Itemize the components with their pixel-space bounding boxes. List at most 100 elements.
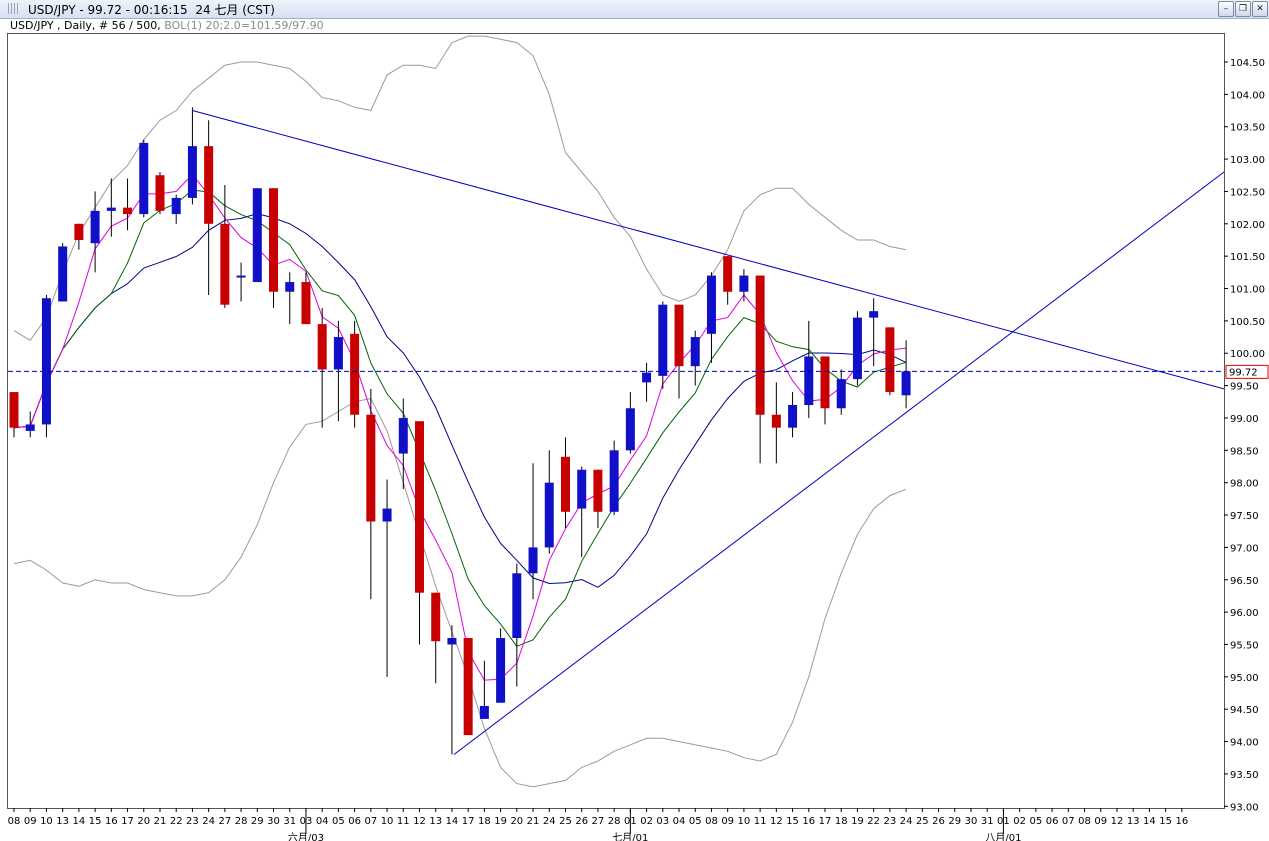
candle-body bbox=[398, 417, 408, 454]
current-price-label: 99.72 bbox=[1229, 367, 1258, 378]
candle-body bbox=[333, 337, 343, 370]
candle-body bbox=[301, 282, 311, 325]
candle-body bbox=[366, 414, 376, 522]
candle-body bbox=[171, 197, 181, 215]
x-tick-label: 18 bbox=[478, 816, 491, 827]
candle-body bbox=[593, 469, 603, 512]
y-tick-label: 96.00 bbox=[1230, 608, 1259, 619]
indicator-info: BOL(1) 20;2.0=101.59/97.90 bbox=[164, 19, 324, 32]
candle-body bbox=[674, 304, 684, 367]
y-tick-label: 104.00 bbox=[1230, 90, 1265, 101]
x-tick-label: 24 bbox=[543, 816, 556, 827]
x-tick-label: 08 bbox=[705, 816, 718, 827]
x-tick-label: 15 bbox=[1159, 816, 1172, 827]
x-tick-label: 13 bbox=[1127, 816, 1140, 827]
x-tick-label: 26 bbox=[575, 816, 588, 827]
x-tick-label: 02 bbox=[640, 816, 653, 827]
x-tick-label: 19 bbox=[494, 816, 507, 827]
candle-body bbox=[139, 142, 149, 215]
x-tick-label: 28 bbox=[608, 816, 621, 827]
x-tick-label: 05 bbox=[1029, 816, 1042, 827]
x-tick-label: 23 bbox=[884, 816, 897, 827]
candle-body bbox=[804, 356, 814, 406]
x-tick-label: 15 bbox=[89, 816, 102, 827]
candle-body bbox=[577, 469, 587, 509]
candle-body bbox=[431, 592, 441, 642]
y-tick-label: 101.00 bbox=[1230, 285, 1265, 296]
moving-average-blue bbox=[13, 213, 907, 588]
x-tick-label: 14 bbox=[446, 816, 459, 827]
x-tick-label: 16 bbox=[802, 816, 815, 827]
x-tick-label: 05 bbox=[332, 816, 345, 827]
x-tick-label: 09 bbox=[1094, 816, 1107, 827]
x-tick-label: 27 bbox=[592, 816, 605, 827]
candle-body bbox=[463, 638, 473, 736]
x-tick-label: 19 bbox=[851, 816, 864, 827]
candle-body bbox=[350, 333, 360, 415]
x-tick-label: 09 bbox=[721, 816, 734, 827]
symbol-info: USD/JPY , Daily, # 56 / 500, bbox=[10, 19, 161, 32]
plot-frame[interactable] bbox=[7, 33, 1225, 809]
x-tick-label: 12 bbox=[1111, 816, 1124, 827]
candle-body bbox=[706, 275, 716, 334]
x-tick-label: 18 bbox=[835, 816, 848, 827]
y-tick-label: 93.00 bbox=[1230, 802, 1259, 813]
y-tick-label: 101.50 bbox=[1230, 252, 1265, 263]
minimize-icon[interactable]: – bbox=[1218, 1, 1234, 17]
candle-body bbox=[885, 327, 895, 393]
descending-trendline bbox=[192, 110, 1224, 390]
x-tick-label: 31 bbox=[283, 816, 296, 827]
x-tick-label: 20 bbox=[137, 816, 150, 827]
x-tick-label: 28 bbox=[235, 816, 248, 827]
candle-body bbox=[41, 298, 51, 425]
x-tick-label: 22 bbox=[867, 816, 880, 827]
x-tick-label: 30 bbox=[965, 816, 978, 827]
candle-body bbox=[236, 275, 246, 278]
chart-window-icon bbox=[8, 3, 20, 14]
candle-body bbox=[820, 356, 830, 409]
y-tick-label: 94.00 bbox=[1230, 738, 1259, 749]
x-tick-label: 29 bbox=[251, 816, 264, 827]
x-tick-label: 15 bbox=[786, 816, 799, 827]
y-tick-label: 98.50 bbox=[1230, 446, 1259, 457]
x-tick-label: 29 bbox=[948, 816, 961, 827]
month-label: 七月/01 bbox=[612, 832, 648, 841]
candle-body bbox=[836, 379, 846, 409]
close-icon[interactable]: ✕ bbox=[1252, 1, 1268, 17]
candle-body bbox=[187, 146, 197, 198]
candle-body bbox=[382, 508, 392, 522]
candle-body bbox=[658, 304, 668, 376]
candle-body bbox=[220, 223, 230, 305]
y-tick-label: 98.00 bbox=[1230, 479, 1259, 490]
ascending-trendline bbox=[453, 171, 1224, 755]
candle-body bbox=[512, 573, 522, 639]
lower-bollinger-band bbox=[13, 397, 907, 788]
x-tick-label: 25 bbox=[559, 816, 572, 827]
x-tick-label: 30 bbox=[267, 816, 280, 827]
window-titlebar: USD/JPY - 99.72 - 00:16:15 24 七月 (CST) –… bbox=[0, 0, 1269, 19]
x-tick-label: 08 bbox=[8, 816, 21, 827]
candle-body bbox=[447, 638, 457, 645]
y-tick-label: 100.00 bbox=[1230, 349, 1265, 360]
x-tick-label: 12 bbox=[770, 816, 783, 827]
candle-body bbox=[90, 210, 100, 244]
y-tick-label: 103.00 bbox=[1230, 155, 1265, 166]
x-tick-label: 17 bbox=[819, 816, 832, 827]
y-tick-label: 103.50 bbox=[1230, 123, 1265, 134]
y-tick-label: 95.50 bbox=[1230, 640, 1259, 651]
candle-body bbox=[625, 408, 635, 451]
restore-icon[interactable]: ❐ bbox=[1235, 1, 1251, 17]
candle-body bbox=[479, 705, 489, 719]
y-tick-label: 96.50 bbox=[1230, 576, 1259, 587]
candle-body bbox=[690, 337, 700, 367]
x-tick-label: 05 bbox=[689, 816, 702, 827]
y-tick-label: 99.50 bbox=[1230, 382, 1259, 393]
x-tick-label: 06 bbox=[348, 816, 361, 827]
x-tick-label: 13 bbox=[429, 816, 442, 827]
candle-body bbox=[204, 146, 214, 224]
candle-body bbox=[739, 275, 749, 292]
y-tick-label: 97.50 bbox=[1230, 511, 1259, 522]
candle-body bbox=[788, 405, 798, 428]
candle-body bbox=[155, 175, 165, 211]
